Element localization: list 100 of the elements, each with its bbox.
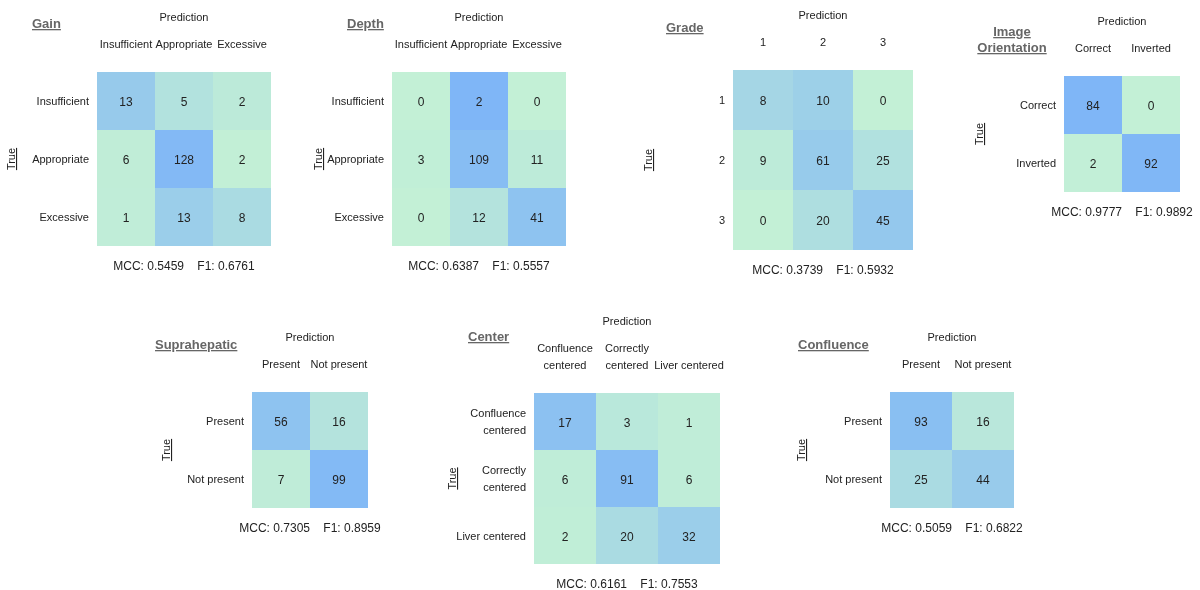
data-label: 5: [180, 95, 188, 109]
data-label: 0: [533, 95, 541, 109]
data-label: 32: [682, 529, 696, 544]
data-label: 20: [620, 529, 634, 544]
data-label: 0: [1147, 99, 1155, 113]
y-tick-label: 2: [718, 154, 725, 166]
y-tick-label: Appropriate: [32, 153, 89, 165]
chart-title: Confluence: [798, 337, 869, 352]
data-label: 2: [1089, 157, 1097, 171]
x-axis-title: Prediction: [285, 331, 335, 343]
x-axis-title: Prediction: [159, 11, 209, 23]
x-tick-label: Correctly centered: [604, 342, 650, 371]
text: MCC: 0.6387 F1: 0.5557: [408, 259, 551, 273]
data-label: 6: [561, 472, 569, 487]
data-label: 3: [623, 415, 631, 430]
y-axis-title: True: [446, 467, 458, 490]
x-tick-label: 2: [819, 36, 827, 48]
data-label: 7: [277, 473, 285, 487]
data-label: 0: [417, 95, 425, 109]
x-axis-title: Prediction: [454, 11, 504, 23]
data-label: 25: [914, 473, 928, 487]
x-axis-title: Prediction: [927, 331, 977, 343]
chart-title: Gain: [32, 16, 61, 31]
data-label: 45: [876, 214, 890, 228]
text: MCC: 0.6161 F1: 0.7553: [556, 577, 699, 590]
data-label: 44: [976, 473, 990, 487]
data-label: 17: [558, 415, 572, 430]
chart-title: Depth: [347, 16, 384, 31]
data-label: 1: [122, 211, 130, 225]
data-label: 41: [530, 211, 544, 225]
text: MCC: 0.5459 F1: 0.6761: [113, 259, 256, 273]
x-tick-label: Excessive: [217, 38, 267, 50]
y-tick-label: Excessive: [334, 211, 384, 223]
x-axis-title: Prediction: [1097, 15, 1147, 27]
y-axis-title: True: [642, 148, 654, 172]
y-tick-label: Confluence centered: [470, 407, 526, 436]
text: MCC: 0.3739 F1: 0.5932: [752, 263, 895, 277]
x-tick-label: Correct: [1074, 42, 1112, 54]
x-tick-label: Present: [262, 358, 300, 370]
y-tick-label: Excessive: [39, 211, 89, 223]
text: MCC: 0.7305 F1: 0.8959: [239, 521, 382, 535]
y-tick-label: 3: [718, 214, 725, 226]
data-label: 6: [685, 472, 693, 487]
x-tick-label: Not present: [954, 358, 1012, 370]
data-label: 0: [417, 211, 425, 225]
data-label: 93: [914, 415, 928, 429]
y-axis-title: True: [795, 438, 807, 462]
data-label: 10: [816, 94, 830, 108]
x-axis-title: Prediction: [602, 315, 652, 327]
y-tick-label: Appropriate: [327, 153, 384, 165]
x-tick-label: Appropriate: [155, 38, 213, 50]
x-tick-label: Appropriate: [450, 38, 508, 50]
data-label: 99: [332, 473, 346, 487]
chart-title: Center: [468, 329, 510, 344]
x-tick-label: Not present: [310, 358, 368, 370]
x-tick-label: 1: [759, 36, 767, 48]
chart-title: Grade: [666, 20, 704, 35]
data-label: 109: [468, 153, 490, 167]
x-tick-label: Present: [902, 358, 940, 370]
data-label: 25: [876, 154, 890, 168]
x-axis-title: Prediction: [798, 9, 848, 21]
data-label: 11: [530, 153, 544, 167]
data-label: 3: [417, 153, 425, 167]
data-label: 9: [759, 154, 767, 168]
data-label: 12: [472, 211, 486, 225]
data-label: 128: [173, 153, 195, 167]
text: MCC: 0.9777 F1: 0.9892: [1051, 205, 1194, 219]
text: MCC: 0.5059 F1: 0.6822: [881, 521, 1024, 535]
x-tick-label: Confluence centered: [537, 342, 593, 371]
data-label: 92: [1144, 157, 1158, 171]
data-label: 13: [119, 95, 133, 109]
x-tick-label: Insufficient: [99, 38, 153, 50]
chart-title: Suprahepatic: [155, 337, 238, 352]
chart-title: Image Orientation: [977, 24, 1047, 55]
y-axis-title: True: [160, 438, 172, 462]
x-tick-label: Inverted: [1131, 42, 1171, 54]
y-tick-label: Liver centered: [456, 529, 526, 542]
y-axis-title: True: [5, 147, 17, 171]
data-label: 16: [976, 415, 990, 429]
data-label: 13: [177, 211, 191, 225]
y-tick-label: Insufficient: [36, 95, 89, 107]
y-tick-label: 1: [718, 94, 725, 106]
data-label: 16: [332, 415, 346, 429]
data-label: 8: [238, 211, 246, 225]
y-tick-label: Insufficient: [331, 95, 384, 107]
data-label: 91: [620, 472, 634, 487]
y-axis-title: True: [973, 122, 985, 146]
data-label: 0: [759, 214, 767, 228]
data-label: 61: [816, 154, 830, 168]
data-label: 20: [816, 214, 830, 228]
data-label: 84: [1086, 99, 1100, 113]
data-label: 56: [274, 415, 288, 429]
data-label: 2: [561, 529, 569, 544]
y-axis-title: True: [312, 147, 324, 171]
x-tick-label: Excessive: [512, 38, 562, 50]
y-tick-label: Correctly centered: [481, 464, 527, 493]
x-tick-label: Insufficient: [394, 38, 448, 50]
data-label: 6: [122, 153, 130, 167]
data-label: 0: [879, 94, 887, 108]
data-label: 8: [759, 94, 767, 108]
